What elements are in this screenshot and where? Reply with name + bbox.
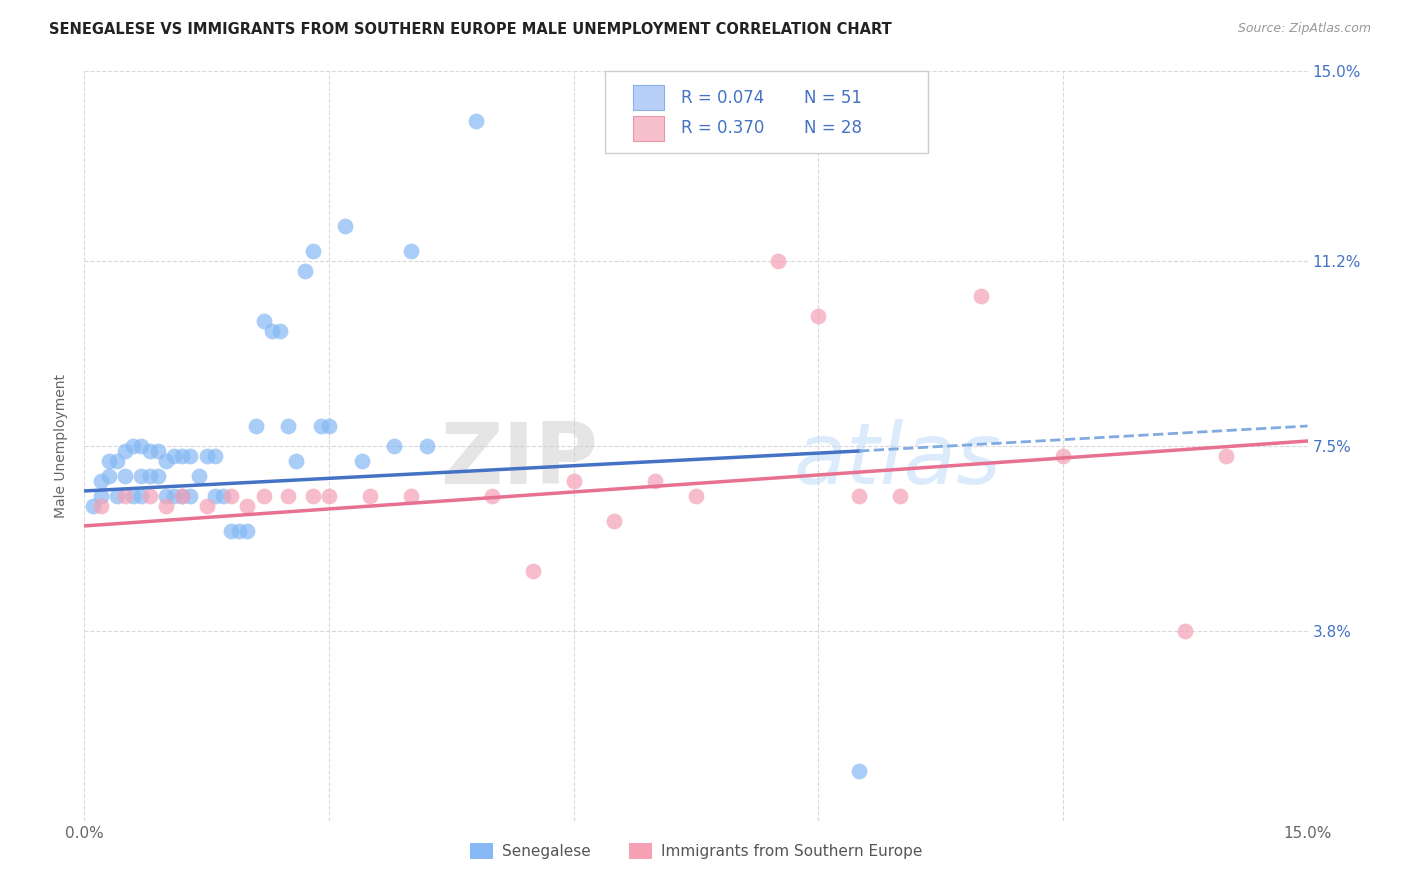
Point [219,489,242,503]
Point [204,489,226,503]
Point [562,474,585,488]
Point [603,514,626,528]
Point [416,439,439,453]
Point [970,289,993,303]
Point [228,524,250,538]
Point [114,444,136,458]
Point [97,469,120,483]
Point [138,469,160,483]
Text: ZIP: ZIP [440,419,598,502]
Point [204,449,226,463]
Point [1052,449,1074,463]
Point [138,489,160,503]
Point [301,489,323,503]
Point [90,474,112,488]
Point [146,469,169,483]
Point [301,244,323,259]
Point [212,489,235,503]
Text: SENEGALESE VS IMMIGRANTS FROM SOUTHERN EUROPE MALE UNEMPLOYMENT CORRELATION CHAR: SENEGALESE VS IMMIGRANTS FROM SOUTHERN E… [49,22,891,37]
Point [131,439,153,453]
Point [172,489,194,503]
Point [350,454,373,468]
Text: R = 0.074: R = 0.074 [681,89,763,107]
Point [155,489,177,503]
Point [644,474,666,488]
Point [105,489,128,503]
Point [82,499,104,513]
Point [90,489,112,503]
Point [114,469,136,483]
Point [399,244,422,259]
Point [195,499,218,513]
Point [318,489,340,503]
Point [807,309,830,323]
Legend: Senegalese, Immigrants from Southern Europe: Senegalese, Immigrants from Southern Eur… [464,838,928,865]
Point [766,254,789,268]
Point [1174,624,1197,638]
Point [685,489,707,503]
Point [359,489,381,503]
Point [382,439,405,453]
Point [219,524,242,538]
Point [172,489,194,503]
Point [146,444,169,458]
Point [155,454,177,468]
Text: Source: ZipAtlas.com: Source: ZipAtlas.com [1237,22,1371,36]
Point [179,489,201,503]
Text: N = 51: N = 51 [804,89,862,107]
Point [122,439,145,453]
Point [236,499,259,513]
Point [848,764,870,778]
Point [122,489,145,503]
Point [105,454,128,468]
Point [114,489,136,503]
Text: atlas: atlas [794,419,1002,502]
Point [253,314,276,328]
Point [260,324,283,338]
Point [187,469,209,483]
Point [277,489,299,503]
Point [285,454,308,468]
Point [163,449,186,463]
Text: N = 28: N = 28 [804,120,862,137]
Point [253,489,276,503]
Point [195,449,218,463]
Point [335,219,357,234]
Point [294,264,316,278]
Point [269,324,291,338]
Point [245,419,267,434]
Point [163,489,186,503]
Point [138,444,160,458]
Point [464,114,486,128]
Point [131,489,153,503]
Point [236,524,259,538]
Point [889,489,911,503]
Point [309,419,332,434]
Point [481,489,503,503]
Point [399,489,422,503]
Point [90,499,112,513]
Y-axis label: Male Unemployment: Male Unemployment [55,374,69,518]
Point [848,489,870,503]
Point [522,564,544,578]
Text: R = 0.370: R = 0.370 [681,120,763,137]
Point [172,449,194,463]
Point [179,449,201,463]
Point [155,499,177,513]
Point [97,454,120,468]
Point [277,419,299,434]
Point [131,469,153,483]
Point [318,419,340,434]
Point [1215,449,1237,463]
